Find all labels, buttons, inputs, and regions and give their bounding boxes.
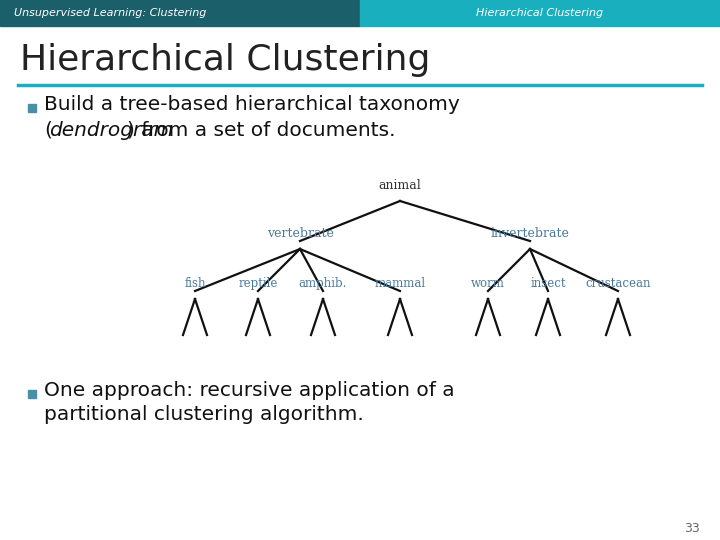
Text: crustacean: crustacean [585, 277, 651, 290]
Text: fish: fish [184, 277, 206, 290]
Text: vertebrate: vertebrate [266, 227, 333, 240]
Text: Build a tree-based hierarchical taxonomy: Build a tree-based hierarchical taxonomy [44, 96, 460, 114]
Text: dendrogram: dendrogram [49, 120, 174, 139]
Text: Unsupervised Learning: Clustering: Unsupervised Learning: Clustering [14, 8, 207, 18]
Text: insect: insect [530, 277, 566, 290]
Bar [0, 0, 360, 26]
Text: One approach: recursive application of a: One approach: recursive application of a [44, 381, 454, 400]
Text: amphib.: amphib. [299, 277, 347, 290]
Text: ) from a set of documents.: ) from a set of documents. [127, 120, 395, 139]
Bar [28, 104, 36, 112]
Text: Hierarchical Clustering: Hierarchical Clustering [477, 8, 603, 18]
Text: worm: worm [471, 277, 505, 290]
Text: mammal: mammal [374, 277, 426, 290]
Bar [28, 390, 36, 398]
Text: invertebrate: invertebrate [490, 227, 570, 240]
Text: reptile: reptile [238, 277, 278, 290]
Bar [360, 0, 720, 26]
Text: animal: animal [379, 179, 421, 192]
Text: partitional clustering algorithm.: partitional clustering algorithm. [44, 406, 364, 424]
Text: 33: 33 [684, 522, 700, 535]
Text: Hierarchical Clustering: Hierarchical Clustering [20, 43, 431, 77]
Text: (: ( [44, 120, 52, 139]
